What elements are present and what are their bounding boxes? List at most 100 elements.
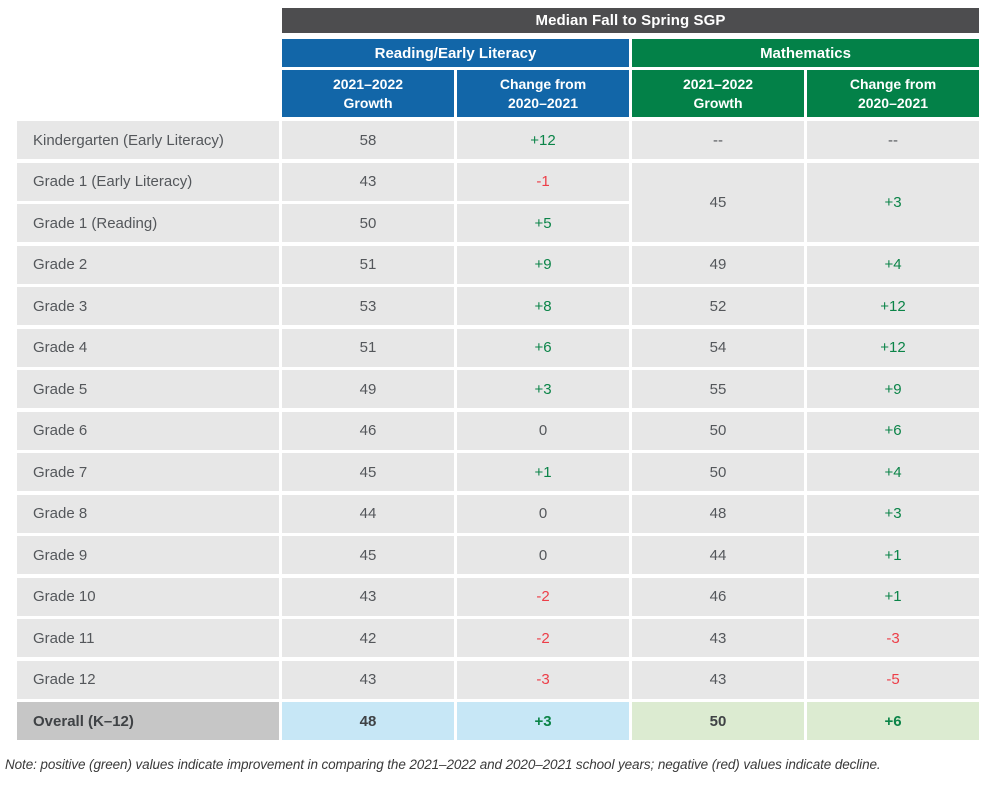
math-growth-value: 43 xyxy=(632,660,804,699)
math-growth-value: 48 xyxy=(632,494,804,533)
math-change-value: -- xyxy=(807,121,979,159)
reading-change-value: -2 xyxy=(457,619,629,657)
table-row-grade3: Grade 3 53 +8 52 +12 xyxy=(17,287,979,325)
math-growth-value: 50 xyxy=(632,702,804,740)
reading-change-value: +3 xyxy=(457,702,629,740)
sgp-table: Median Fall to Spring SGP Reading/Early … xyxy=(17,8,979,740)
math-growth-value: 46 xyxy=(632,577,804,616)
table-row-grade12: Grade 12 43 -3 43 -5 xyxy=(17,660,979,699)
math-group-header: Mathematics xyxy=(632,39,979,67)
reading-change-value: 0 xyxy=(457,494,629,533)
table-row-kindergarten: Kindergarten (Early Literacy) 58 +12 -- … xyxy=(17,121,979,159)
math-change-header: Change from 2020–2021 xyxy=(807,70,979,117)
math-change-merged-value: +3 xyxy=(807,162,979,242)
row-label: Grade 12 xyxy=(17,660,279,699)
math-growth-value: 55 xyxy=(632,370,804,408)
grade1-reading-rows: Grade 1 (Early Literacy) 43 -1 Grade 1 (… xyxy=(17,162,629,242)
math-growth-header: 2021–2022 Growth xyxy=(632,70,804,117)
row-label: Grade 11 xyxy=(17,619,279,657)
math-change-value: +4 xyxy=(807,453,979,491)
reading-change-value: +6 xyxy=(457,328,629,367)
row-label: Kindergarten (Early Literacy) xyxy=(17,121,279,159)
grade1-merged-block: Grade 1 (Early Literacy) 43 -1 Grade 1 (… xyxy=(17,162,979,242)
title-row: Median Fall to Spring SGP xyxy=(17,8,979,33)
math-change-value: -5 xyxy=(807,660,979,699)
reading-group-header: Reading/Early Literacy xyxy=(282,39,629,67)
header-line: Change from xyxy=(499,75,587,92)
row-label: Grade 7 xyxy=(17,453,279,491)
math-growth-value: -- xyxy=(632,121,804,159)
math-growth-value: 43 xyxy=(632,619,804,657)
reading-change-value: +12 xyxy=(457,121,629,159)
reading-growth-value: 43 xyxy=(282,162,454,201)
grade1-math-merged-cells: 45 +3 xyxy=(632,162,979,242)
header-line: Change from xyxy=(849,75,937,92)
math-change-value: +9 xyxy=(807,370,979,408)
row-label: Grade 4 xyxy=(17,328,279,367)
reading-change-value: -3 xyxy=(457,660,629,699)
header-line: 2020–2021 xyxy=(857,94,929,111)
math-change-value: +4 xyxy=(807,245,979,284)
table-row-grade6: Grade 6 46 0 50 +6 xyxy=(17,411,979,450)
reading-growth-value: 43 xyxy=(282,577,454,616)
row-label: Grade 5 xyxy=(17,370,279,408)
header-line: 2021–2022 xyxy=(332,75,404,92)
math-change-value: +12 xyxy=(807,287,979,325)
reading-change-value: +5 xyxy=(457,204,629,242)
reading-change-value: +3 xyxy=(457,370,629,408)
math-growth-value: 54 xyxy=(632,328,804,367)
header-spacer xyxy=(17,39,279,67)
reading-change-value: 0 xyxy=(457,411,629,450)
math-change-value: +12 xyxy=(807,328,979,367)
row-label: Grade 1 (Early Literacy) xyxy=(17,162,279,201)
table-title: Median Fall to Spring SGP xyxy=(282,8,979,33)
table-row-grade11: Grade 11 42 -2 43 -3 xyxy=(17,619,979,657)
group-header-row: Reading/Early Literacy Mathematics xyxy=(17,39,979,67)
table-row-grade4: Grade 4 51 +6 54 +12 xyxy=(17,328,979,367)
reading-growth-value: 51 xyxy=(282,245,454,284)
table-row-grade1-early-literacy: Grade 1 (Early Literacy) 43 -1 xyxy=(17,162,629,201)
reading-growth-value: 51 xyxy=(282,328,454,367)
footnote: Note: positive (green) values indicate i… xyxy=(5,757,881,772)
reading-growth-value: 50 xyxy=(282,204,454,242)
reading-change-value: +1 xyxy=(457,453,629,491)
reading-growth-value: 46 xyxy=(282,411,454,450)
reading-growth-value: 42 xyxy=(282,619,454,657)
table-row-grade2: Grade 2 51 +9 49 +4 xyxy=(17,245,979,284)
reading-growth-value: 49 xyxy=(282,370,454,408)
reading-growth-value: 45 xyxy=(282,536,454,574)
row-label: Grade 3 xyxy=(17,287,279,325)
math-change-value: +3 xyxy=(807,494,979,533)
reading-change-value: -1 xyxy=(457,162,629,201)
reading-change-value: +9 xyxy=(457,245,629,284)
reading-growth-value: 58 xyxy=(282,121,454,159)
math-change-value: +1 xyxy=(807,577,979,616)
math-change-value: +1 xyxy=(807,536,979,574)
reading-growth-value: 53 xyxy=(282,287,454,325)
table-row-overall: Overall (K–12) 48 +3 50 +6 xyxy=(17,702,979,740)
reading-change-header: Change from 2020–2021 xyxy=(457,70,629,117)
reading-growth-value: 48 xyxy=(282,702,454,740)
table-row-grade8: Grade 8 44 0 48 +3 xyxy=(17,494,979,533)
reading-change-value: 0 xyxy=(457,536,629,574)
table-row-grade9: Grade 9 45 0 44 +1 xyxy=(17,536,979,574)
header-spacer xyxy=(17,8,279,33)
row-label: Grade 6 xyxy=(17,411,279,450)
header-line: Growth xyxy=(693,94,743,111)
header-line: 2021–2022 xyxy=(682,75,754,92)
header-line: Growth xyxy=(343,94,393,111)
math-growth-value: 52 xyxy=(632,287,804,325)
table-row-grade7: Grade 7 45 +1 50 +4 xyxy=(17,453,979,491)
math-growth-value: 50 xyxy=(632,453,804,491)
row-label: Grade 2 xyxy=(17,245,279,284)
reading-growth-value: 45 xyxy=(282,453,454,491)
table-row-grade1-reading: Grade 1 (Reading) 50 +5 xyxy=(17,204,629,242)
math-change-value: +6 xyxy=(807,702,979,740)
table-row-grade10: Grade 10 43 -2 46 +1 xyxy=(17,577,979,616)
reading-change-value: +8 xyxy=(457,287,629,325)
header-spacer xyxy=(17,70,279,117)
math-change-value: +6 xyxy=(807,411,979,450)
math-change-value: -3 xyxy=(807,619,979,657)
math-growth-value: 44 xyxy=(632,536,804,574)
row-label: Grade 1 (Reading) xyxy=(17,204,279,242)
